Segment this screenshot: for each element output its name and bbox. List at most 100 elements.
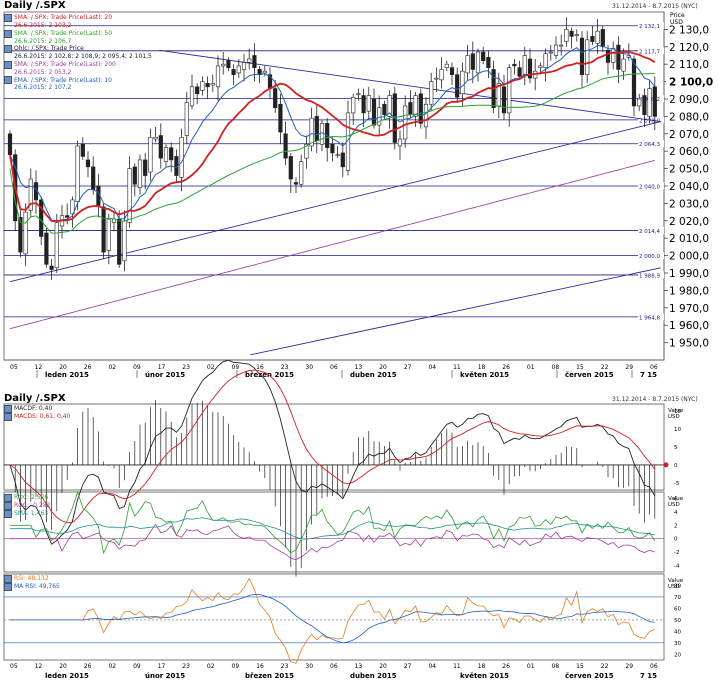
rsi-legend-label: MA RSI: 49,765 bbox=[14, 583, 60, 591]
lower-day-tick-label: 11 bbox=[453, 663, 461, 670]
candle-body bbox=[143, 159, 148, 176]
day-tick-label: 09 bbox=[232, 364, 240, 371]
candle-body bbox=[621, 58, 626, 72]
horizontal-level-label: 2 040,0 bbox=[639, 185, 660, 191]
series-settings-icon[interactable] bbox=[4, 29, 12, 38]
candle-body bbox=[631, 58, 637, 107]
indicator-tick-label: -5 bbox=[674, 481, 680, 487]
series-settings-icon[interactable] bbox=[4, 510, 12, 518]
main-legend-label: Ohlc: /.SPX: Trade Price bbox=[14, 45, 84, 53]
indicator-tick-label: 0 bbox=[674, 537, 678, 543]
month-label: leden 2015 bbox=[45, 371, 89, 379]
main-legend-item-1[interactable]: SMA: /.SPX: Trade Price(Last): 50 bbox=[4, 29, 152, 38]
series-settings-icon[interactable] bbox=[4, 45, 12, 54]
day-tick-label: 15 bbox=[576, 364, 584, 371]
price-tick-label: 2 060,0 bbox=[669, 146, 709, 158]
main-legend-item-2[interactable]: Ohlc: /.SPX: Trade Price bbox=[4, 45, 152, 54]
series-settings-icon[interactable] bbox=[4, 405, 12, 413]
candle-body bbox=[569, 30, 574, 37]
series-settings-icon[interactable] bbox=[4, 583, 12, 591]
day-tick-label: 18 bbox=[478, 364, 486, 371]
indicator-tick-label: 0 bbox=[674, 463, 678, 469]
price-axis-unit: USD bbox=[670, 19, 683, 26]
candle-body bbox=[512, 63, 517, 67]
candle-body bbox=[351, 96, 356, 114]
lower-day-tick-label: 04 bbox=[428, 663, 436, 670]
candle-body bbox=[241, 62, 247, 70]
candle-body bbox=[564, 29, 569, 42]
series-settings-icon[interactable] bbox=[4, 494, 12, 502]
main-legend-label: SMA: /.SPX: Trade Price(Last): 50 bbox=[14, 29, 113, 37]
candle-body bbox=[158, 135, 163, 159]
value-caption: Value bbox=[668, 578, 684, 584]
lower-day-tick-label: 20 bbox=[379, 663, 387, 670]
roc-legend-label: SMA: 1,463 bbox=[14, 510, 49, 518]
indicator-tick-label: 60 bbox=[674, 606, 681, 612]
macd-legend-item-1[interactable]: MACDS: 0,61; 0,40 bbox=[4, 413, 70, 421]
series-settings-icon[interactable] bbox=[4, 502, 12, 510]
macd-legend-item-0[interactable]: MACDF: 0,40 bbox=[4, 405, 70, 413]
horizontal-level-label: 2 014,4 bbox=[639, 229, 660, 235]
lower-day-tick-label: 05 bbox=[10, 663, 18, 670]
candle-body bbox=[106, 218, 111, 251]
trendline bbox=[250, 267, 661, 356]
candle-body bbox=[65, 215, 70, 218]
main-legend-item-4[interactable]: EMA: /.SPX: Trade Price(Last): 10 bbox=[4, 76, 152, 85]
candle-body bbox=[361, 95, 366, 114]
main-legend-item-3[interactable]: SMA: /.SPX: Trade Price(Last): 200 bbox=[4, 60, 152, 69]
series-settings-icon[interactable] bbox=[4, 575, 12, 583]
lower-month-label: březen 2015 bbox=[245, 672, 294, 680]
main-legend-label: EMA: /.SPX: Trade Price(Last): 10 bbox=[14, 76, 113, 84]
main-legend-value: 26.6.2015: 2 102,8; 2 108,9; 2 095,4; 2 … bbox=[14, 53, 152, 61]
day-tick-label: 29 bbox=[625, 364, 633, 371]
roc-legend-item-2[interactable]: SMA: 1,463 bbox=[4, 510, 50, 518]
lower-day-tick-label: 01 bbox=[527, 663, 535, 670]
price-tick-label: 1 990,0 bbox=[669, 268, 709, 280]
main-legend-value: 26.6.2015: 2 103,2 bbox=[14, 22, 72, 29]
indicator-tick-label: 2 bbox=[674, 523, 678, 529]
main-panel-title: Daily /.SPX bbox=[4, 0, 66, 11]
series-settings-icon[interactable] bbox=[4, 76, 12, 85]
rsi-legend-item-0[interactable]: RSI: 48,132 bbox=[4, 575, 60, 583]
price-tick-label: 2 040,0 bbox=[669, 181, 709, 193]
candle-body bbox=[153, 136, 158, 140]
indicator-tick-label: 5 bbox=[674, 445, 678, 451]
candle-body bbox=[652, 86, 657, 117]
day-tick-label: 06 bbox=[330, 364, 338, 371]
candle-body bbox=[616, 44, 621, 70]
roc-legend: ROC: 2,526 ROC: -0,282 SMA: 1,463 bbox=[4, 494, 50, 518]
candle-body bbox=[80, 143, 85, 157]
price-tick-label: 2 020,0 bbox=[669, 216, 709, 228]
candle-body bbox=[481, 51, 486, 62]
main-legend-item-0[interactable]: SMA: /.SPX: Trade Price(Last): 20 bbox=[4, 14, 152, 22]
day-tick-label: 01 bbox=[527, 364, 535, 371]
lower-month-label: duben 2015 bbox=[350, 672, 397, 680]
series-settings-icon[interactable] bbox=[4, 413, 12, 421]
candle-body bbox=[273, 88, 278, 108]
candle-body bbox=[465, 55, 470, 74]
value-unit: USD bbox=[668, 414, 680, 420]
candle-body bbox=[304, 143, 309, 159]
price-axis-caption: Price bbox=[670, 12, 685, 19]
rsi-legend-item-1[interactable]: MA RSI: 49,765 bbox=[4, 583, 60, 591]
day-tick-label: 20 bbox=[59, 364, 67, 371]
roc-legend-item-0[interactable]: ROC: 2,526 bbox=[4, 494, 50, 502]
indicator-tick-label: 50 bbox=[674, 618, 681, 624]
candle-body bbox=[132, 166, 137, 185]
roc-legend-item-1[interactable]: ROC: -0,282 bbox=[4, 502, 50, 510]
candle-body bbox=[330, 143, 335, 154]
candle-body bbox=[507, 67, 512, 114]
series-settings-icon[interactable] bbox=[4, 14, 12, 22]
lower-day-tick-label: 18 bbox=[478, 663, 486, 670]
candle-body bbox=[501, 86, 507, 114]
candle-body bbox=[585, 39, 590, 75]
candle-body bbox=[215, 65, 221, 88]
candle-body bbox=[148, 136, 153, 173]
lower-day-tick-label: 02 bbox=[108, 663, 116, 670]
candle-body bbox=[418, 93, 423, 124]
candle-body bbox=[221, 63, 226, 67]
candle-body bbox=[283, 133, 288, 159]
series-settings-icon[interactable] bbox=[4, 60, 12, 69]
candle-body bbox=[642, 95, 647, 115]
horizontal-level-label: 2 064,3 bbox=[639, 142, 660, 148]
